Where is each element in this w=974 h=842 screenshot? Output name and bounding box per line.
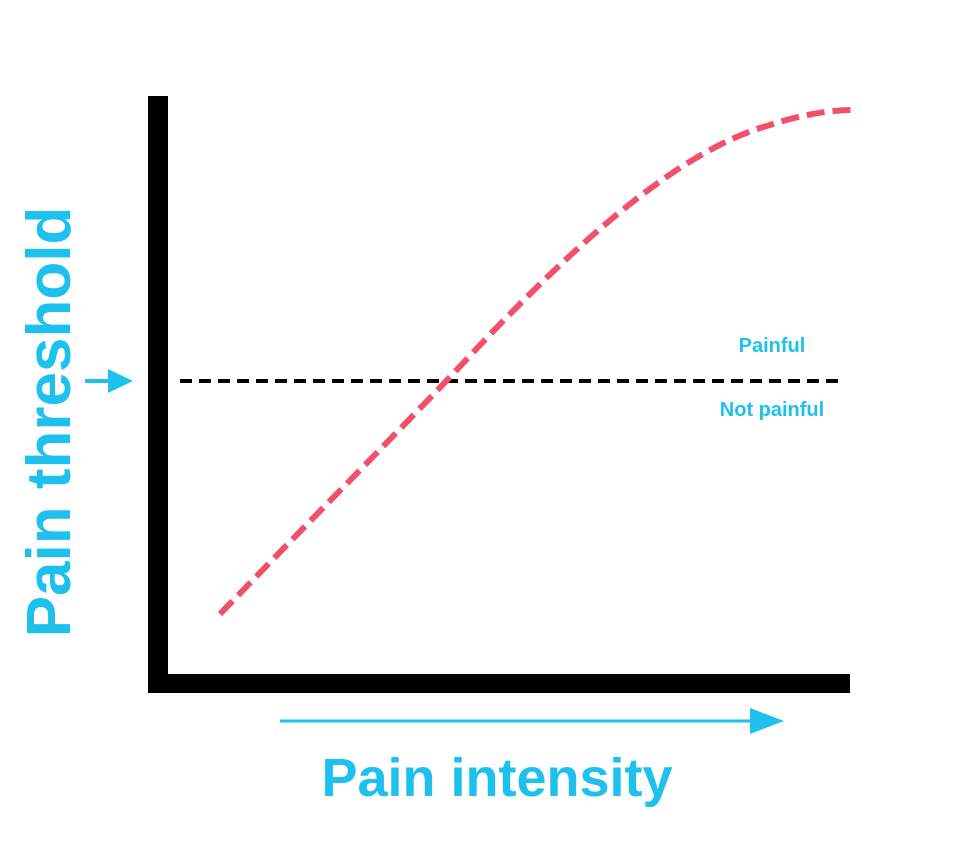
x-axis — [148, 674, 850, 693]
threshold-arrowhead — [108, 369, 133, 393]
y-axis-label: Pain threshold — [15, 207, 84, 638]
curve — [217, 107, 853, 617]
not-painful-label: Not painful — [720, 399, 824, 421]
painful-label: Painful — [739, 335, 806, 357]
y-axis — [148, 96, 168, 693]
x-axis-label: Pain intensity — [321, 748, 672, 808]
intensity-arrowhead — [750, 708, 784, 734]
